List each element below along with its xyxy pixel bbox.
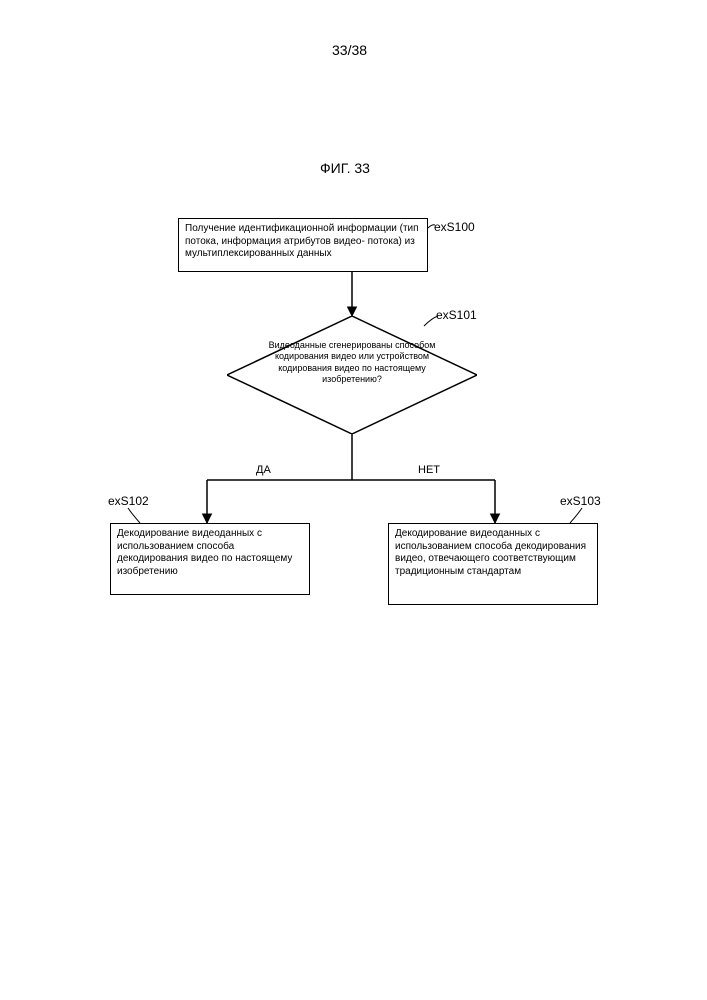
process-box-s102: Декодирование видеоданных с использовани… — [110, 523, 310, 595]
process-text: Декодирование видеоданных с использовани… — [117, 528, 292, 577]
process-box-s100: Получение идентификационной информации (… — [178, 218, 428, 272]
step-tag-s101: exS101 — [436, 308, 477, 322]
step-tag-s102: exS102 — [108, 494, 149, 508]
step-tag-s103: exS103 — [560, 494, 601, 508]
figure-title: ФИГ. 33 — [320, 160, 370, 176]
process-text: Декодирование видеоданных с использовани… — [395, 528, 586, 577]
decision-text: Видеоданные сгенерированы способом кодир… — [252, 340, 452, 385]
step-tag-s100: exS100 — [434, 220, 475, 234]
branch-label-yes: ДА — [256, 464, 271, 476]
page-number: 33/38 — [332, 42, 367, 58]
page: 33/38 ФИГ. 33 Получение идентификационно… — [0, 0, 707, 1000]
branch-label-no: НЕТ — [418, 464, 440, 476]
process-box-s103: Декодирование видеоданных с использовани… — [388, 523, 598, 605]
process-text: Получение идентификационной информации (… — [185, 223, 419, 259]
